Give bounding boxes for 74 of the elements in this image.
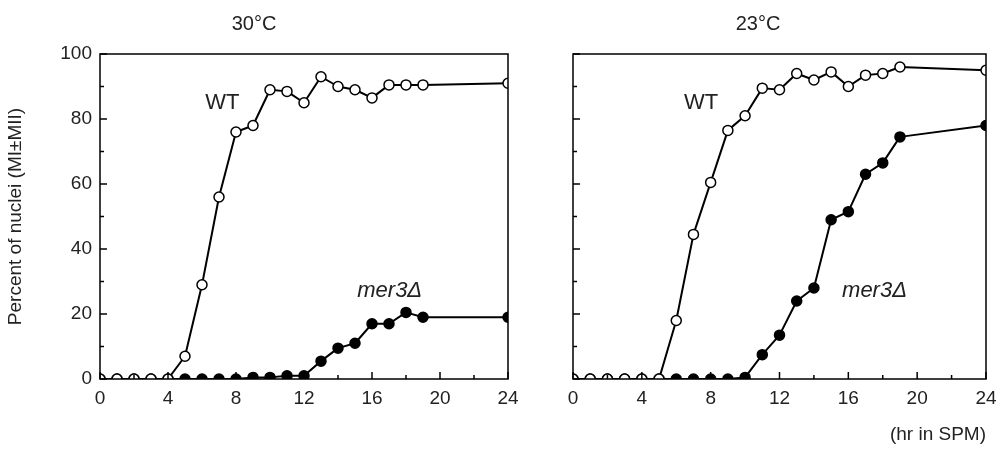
series-label: WT bbox=[683, 88, 719, 114]
x-tick-label: 8 bbox=[230, 386, 242, 408]
point bbox=[332, 80, 344, 93]
x-tick-label: 24 bbox=[975, 386, 997, 408]
y-tick-label: 40 bbox=[70, 237, 92, 259]
y-tick-label: 80 bbox=[70, 107, 92, 129]
point bbox=[842, 205, 855, 218]
point bbox=[400, 306, 412, 319]
point bbox=[264, 84, 276, 96]
point bbox=[179, 350, 191, 362]
point bbox=[281, 85, 293, 98]
point bbox=[315, 355, 327, 367]
x-tick-label: 16 bbox=[361, 386, 383, 408]
series-label: mer3Δ bbox=[357, 277, 423, 303]
point bbox=[417, 79, 429, 91]
point bbox=[417, 311, 429, 323]
point bbox=[383, 79, 395, 91]
point bbox=[366, 318, 378, 330]
x-tick-label: 12 bbox=[768, 386, 791, 408]
series-label: WT bbox=[205, 88, 240, 114]
x-tick-label: 20 bbox=[906, 386, 928, 408]
point bbox=[366, 92, 378, 104]
point bbox=[213, 191, 225, 203]
point bbox=[790, 295, 803, 307]
point bbox=[315, 71, 327, 83]
point bbox=[670, 314, 682, 327]
point bbox=[773, 329, 786, 341]
point bbox=[825, 214, 837, 226]
x-tick-label: 16 bbox=[837, 386, 859, 408]
point bbox=[842, 80, 855, 93]
point bbox=[298, 97, 310, 109]
series-label: mer3Δ bbox=[842, 277, 907, 303]
x-tick-label: 12 bbox=[293, 386, 315, 408]
point bbox=[790, 67, 803, 80]
x-axis-title: (hr in SPM) bbox=[889, 422, 986, 444]
point bbox=[687, 228, 700, 241]
point bbox=[349, 84, 361, 96]
chart-title: 30°C bbox=[231, 11, 277, 34]
y-tick-label: 20 bbox=[70, 302, 92, 324]
y-axis-title: Percent of nuclei (MI±MII) bbox=[3, 107, 25, 326]
point bbox=[704, 176, 717, 189]
point bbox=[349, 337, 361, 349]
point bbox=[808, 282, 820, 294]
point bbox=[877, 67, 889, 80]
point bbox=[773, 84, 786, 96]
point bbox=[281, 370, 293, 379]
x-tick-label: 8 bbox=[705, 386, 716, 408]
point bbox=[739, 110, 751, 122]
point bbox=[894, 131, 906, 143]
x-tick-label: 20 bbox=[429, 386, 451, 408]
point bbox=[196, 279, 208, 291]
point bbox=[825, 66, 837, 78]
x-tick-label: 0 bbox=[567, 386, 579, 408]
point bbox=[756, 348, 769, 361]
point bbox=[808, 74, 820, 86]
point bbox=[230, 126, 242, 138]
point bbox=[756, 82, 769, 94]
point bbox=[332, 342, 344, 354]
point bbox=[859, 168, 872, 180]
x-tick-label: 4 bbox=[636, 386, 648, 408]
chart-title: 23°C bbox=[735, 11, 781, 34]
y-tick-label: 100 bbox=[60, 42, 92, 64]
point bbox=[383, 318, 395, 330]
point bbox=[859, 69, 872, 81]
y-tick-label: 0 bbox=[81, 367, 92, 389]
point bbox=[877, 157, 889, 169]
point bbox=[400, 79, 412, 91]
y-tick-label: 60 bbox=[70, 172, 92, 194]
point bbox=[722, 124, 734, 137]
point bbox=[247, 119, 259, 132]
point bbox=[894, 61, 906, 73]
x-tick-label: 24 bbox=[497, 386, 519, 408]
x-tick-label: 0 bbox=[94, 386, 106, 408]
x-tick-label: 4 bbox=[162, 386, 174, 408]
